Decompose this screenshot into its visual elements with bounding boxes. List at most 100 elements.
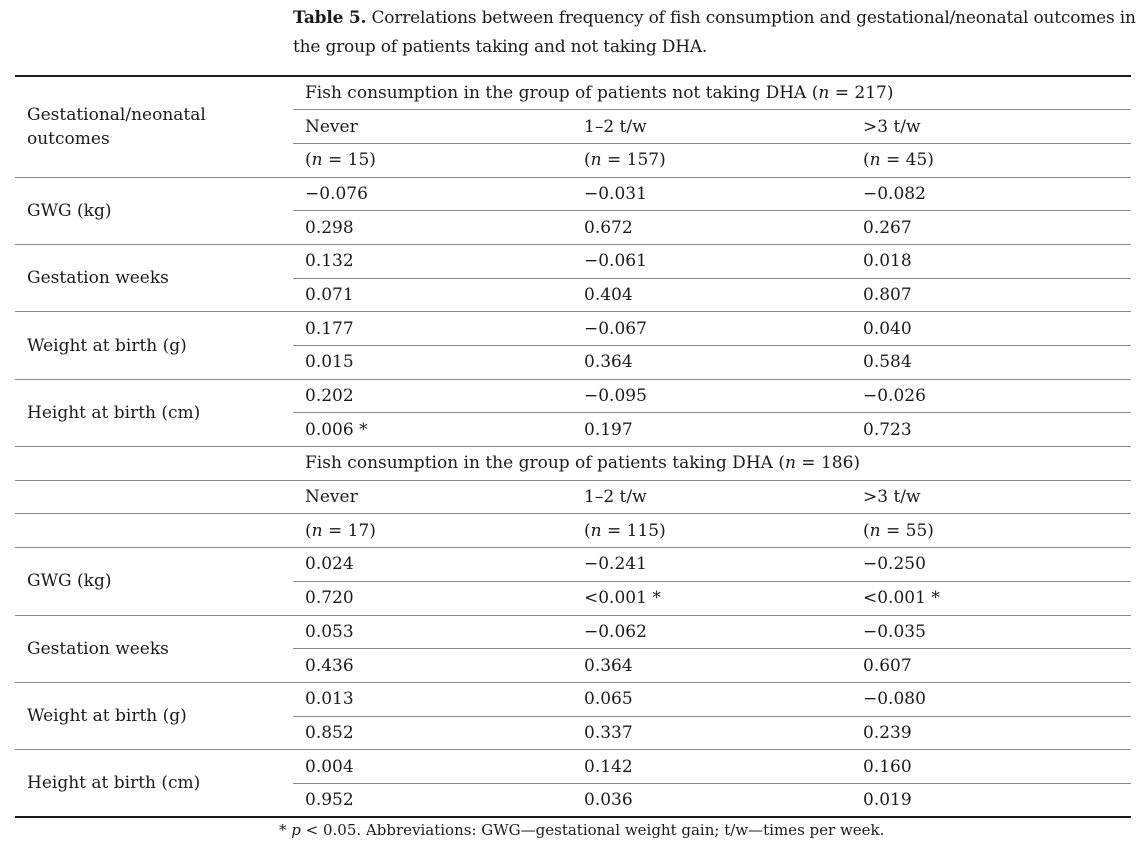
sample-size: (n = 45) bbox=[851, 143, 1131, 178]
group-title-post: = 217) bbox=[829, 83, 894, 104]
group-title-n-variable: n bbox=[818, 83, 830, 104]
sample-size-post: = 55) bbox=[880, 520, 934, 541]
p-value-row: 0.071 0.404 0.807 bbox=[15, 278, 1131, 313]
correlation-row: Weight at birth (g) 0.177 −0.067 0.040 bbox=[15, 311, 1131, 380]
sample-size-post: = 157) bbox=[601, 150, 666, 171]
group-title-n-variable: n bbox=[784, 453, 796, 474]
correlation-value: −0.061 bbox=[572, 244, 851, 279]
sample-size-post: = 15) bbox=[322, 150, 376, 171]
p-value: 0.364 bbox=[572, 648, 851, 683]
correlation-value: −0.080 bbox=[851, 682, 1131, 717]
correlation-value: −0.241 bbox=[572, 547, 851, 582]
sample-size: (n = 115) bbox=[572, 513, 851, 549]
outcome-label: GWG (kg) bbox=[15, 177, 293, 245]
frequency-label-row: Never 1–2 t/w >3 t/w bbox=[15, 109, 1131, 144]
p-value-row: 0.015 0.364 0.584 bbox=[15, 345, 1131, 380]
frequency-label: >3 t/w bbox=[851, 109, 1131, 144]
correlation-value: 0.024 bbox=[293, 547, 572, 582]
outcomes-header: Gestational/neonatal outcomes bbox=[15, 74, 293, 178]
correlation-value: −0.035 bbox=[851, 615, 1131, 650]
correlation-row: Height at birth (cm) 0.004 0.142 0.160 bbox=[15, 749, 1131, 819]
p-value: <0.001 * bbox=[851, 581, 1131, 616]
frequency-label: 1–2 t/w bbox=[572, 480, 851, 515]
p-value: 0.071 bbox=[293, 278, 572, 313]
sample-size-n-variable: n bbox=[590, 520, 602, 541]
correlation-value: 0.013 bbox=[293, 682, 572, 717]
outcome-label: GWG (kg) bbox=[15, 547, 293, 616]
correlation-value: 0.053 bbox=[293, 615, 572, 650]
correlation-value: −0.031 bbox=[572, 177, 851, 212]
p-value: 0.852 bbox=[293, 716, 572, 751]
p-value-row: 0.006 * 0.197 0.723 bbox=[15, 412, 1131, 448]
p-value-row: 0.436 0.364 0.607 bbox=[15, 648, 1131, 683]
p-value: 0.019 bbox=[851, 783, 1131, 819]
p-value: 0.952 bbox=[293, 783, 572, 819]
sample-size-post: = 45) bbox=[880, 150, 934, 171]
sample-size-row: (n = 15) (n = 157) (n = 45) bbox=[15, 143, 1131, 178]
caption-text: Correlations between frequency of fish c… bbox=[293, 8, 1136, 57]
correlation-row: Gestation weeks 0.053 −0.062 −0.035 bbox=[15, 615, 1131, 683]
sample-size-post: = 115) bbox=[601, 520, 666, 541]
sample-size: (n = 17) bbox=[293, 513, 572, 549]
table-caption: Table 5. Correlations between frequency … bbox=[293, 4, 1138, 62]
correlation-value: −0.062 bbox=[572, 615, 851, 650]
group-title-pre: Fish consumption in the group of patient… bbox=[305, 453, 785, 474]
correlation-value: 0.004 bbox=[293, 749, 572, 784]
correlation-row: GWG (kg) −0.076 −0.031 −0.082 bbox=[15, 177, 1131, 245]
outcome-label: Weight at birth (g) bbox=[15, 682, 293, 751]
correlation-value: 0.142 bbox=[572, 749, 851, 784]
p-value: 0.807 bbox=[851, 278, 1131, 313]
correlation-value: 0.202 bbox=[293, 379, 572, 414]
caption-label: Table 5. bbox=[293, 8, 367, 28]
outcome-label: Height at birth (cm) bbox=[15, 749, 293, 819]
p-value: 0.672 bbox=[572, 210, 851, 245]
correlation-value: −0.076 bbox=[293, 177, 572, 212]
empty-cell bbox=[15, 513, 293, 549]
correlation-row: GWG (kg) 0.024 −0.241 −0.250 bbox=[15, 547, 1131, 616]
sample-size-n-variable: n bbox=[869, 150, 881, 171]
correlation-row: Weight at birth (g) 0.013 0.065 −0.080 bbox=[15, 682, 1131, 751]
correlation-value: 0.065 bbox=[572, 682, 851, 717]
p-value: 0.607 bbox=[851, 648, 1131, 683]
correlation-row: Gestation weeks 0.132 −0.061 0.018 bbox=[15, 244, 1131, 313]
sample-size-n-variable: n bbox=[311, 520, 323, 541]
p-value: 0.404 bbox=[572, 278, 851, 313]
correlation-table: Gestational/neonatal outcomes Fish consum… bbox=[15, 74, 1131, 819]
empty-cell bbox=[15, 446, 293, 481]
sample-size: (n = 55) bbox=[851, 513, 1131, 549]
group-title: Fish consumption in the group of patient… bbox=[293, 75, 1131, 111]
sample-size-n-variable: n bbox=[869, 520, 881, 541]
p-value: 0.584 bbox=[851, 345, 1131, 380]
p-value: 0.364 bbox=[572, 345, 851, 380]
p-value: 0.015 bbox=[293, 345, 572, 380]
group-title: Fish consumption in the group of patient… bbox=[293, 446, 1131, 481]
group-title-row: Gestational/neonatal outcomes Fish consum… bbox=[15, 74, 1131, 178]
sample-size: (n = 15) bbox=[293, 143, 572, 178]
correlation-value: −0.095 bbox=[572, 379, 851, 414]
sample-size-pre: ( bbox=[863, 520, 870, 541]
sample-size-n-variable: n bbox=[590, 150, 602, 171]
correlation-value: 0.132 bbox=[293, 244, 572, 279]
frequency-label: Never bbox=[293, 480, 572, 515]
frequency-label-row: Never 1–2 t/w >3 t/w bbox=[15, 480, 1131, 515]
frequency-label: Never bbox=[293, 109, 572, 144]
sample-size-post: = 17) bbox=[322, 520, 376, 541]
group-title-post: = 186) bbox=[795, 453, 861, 474]
p-value: 0.720 bbox=[293, 581, 572, 616]
correlation-value: 0.018 bbox=[851, 244, 1131, 279]
frequency-label: 1–2 t/w bbox=[572, 109, 851, 144]
group-title-pre: Fish consumption in the group of patient… bbox=[305, 83, 819, 104]
correlation-value: −0.250 bbox=[851, 547, 1131, 582]
empty-cell bbox=[15, 480, 293, 515]
p-value: 0.197 bbox=[572, 412, 851, 448]
p-value: 0.239 bbox=[851, 716, 1131, 751]
correlation-row: Height at birth (cm) 0.202 −0.095 −0.026 bbox=[15, 379, 1131, 448]
outcome-label: Weight at birth (g) bbox=[15, 311, 293, 380]
footnote-text: < 0.05. Abbreviations: GWG—gestational w… bbox=[300, 821, 885, 839]
p-value: 0.006 * bbox=[293, 412, 572, 448]
sample-size-pre: ( bbox=[305, 520, 312, 541]
p-value: 0.298 bbox=[293, 210, 572, 245]
sample-size: (n = 157) bbox=[572, 143, 851, 178]
correlation-value: 0.177 bbox=[293, 311, 572, 346]
p-value-row: 0.720 <0.001 * <0.001 * bbox=[15, 581, 1131, 616]
